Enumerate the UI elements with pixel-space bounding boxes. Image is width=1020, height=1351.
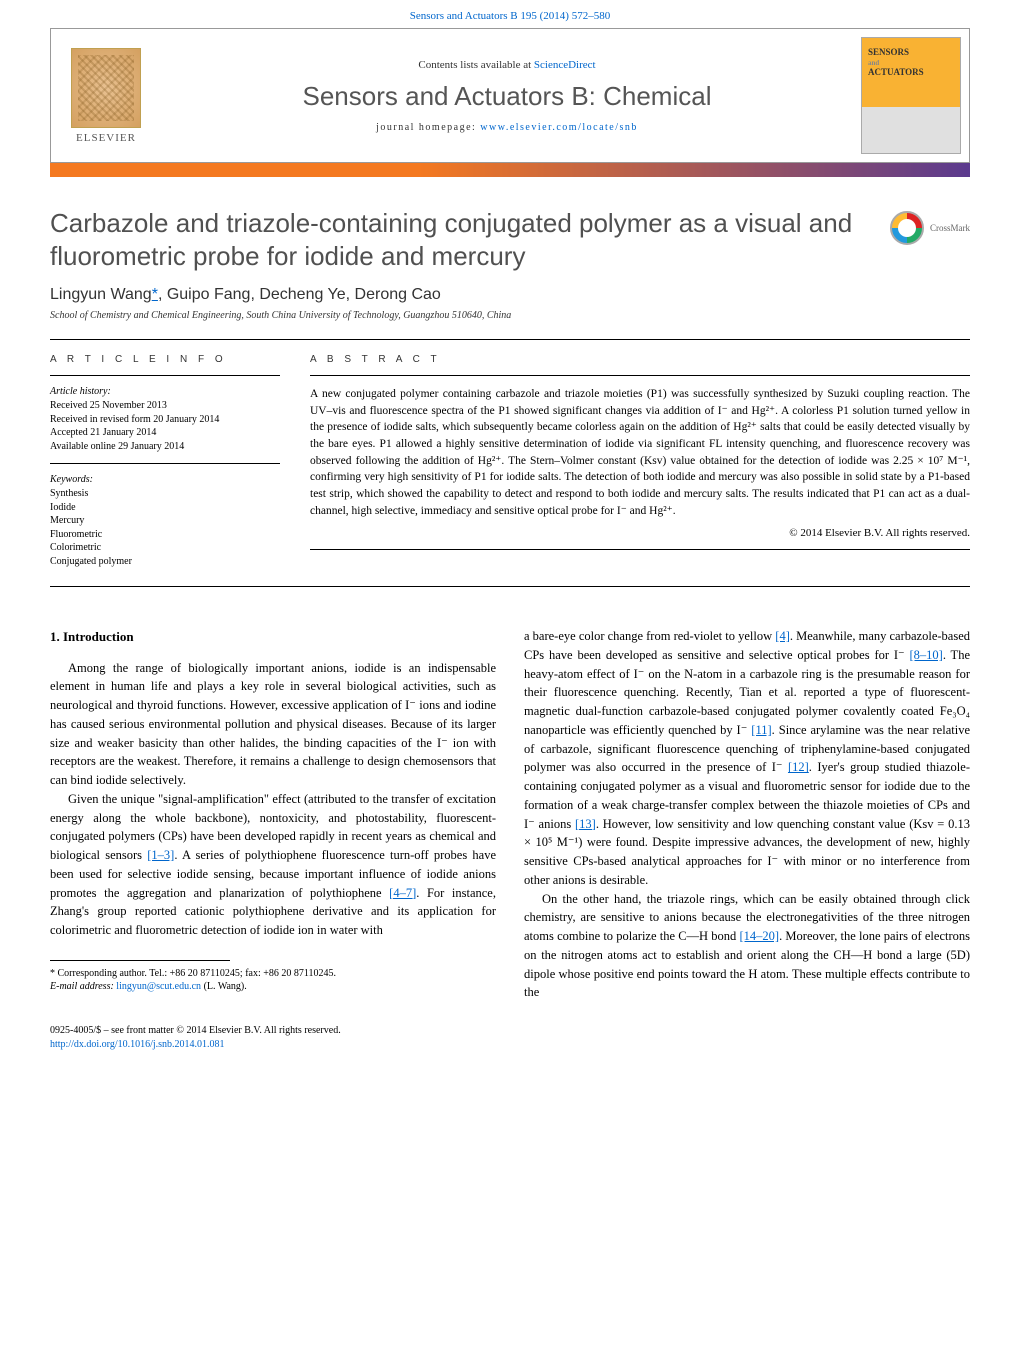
- info-abstract-row: A R T I C L E I N F O Article history: R…: [50, 340, 970, 568]
- abstract-copyright: © 2014 Elsevier B.V. All rights reserved…: [310, 527, 970, 539]
- sciencedirect-link[interactable]: ScienceDirect: [534, 59, 596, 71]
- keyword: Conjugated polymer: [50, 555, 280, 569]
- citation-link[interactable]: Sensors and Actuators B 195 (2014) 572–5…: [410, 10, 610, 22]
- article-info-heading: A R T I C L E I N F O: [50, 354, 280, 365]
- keyword: Fluorometric: [50, 528, 280, 542]
- info-divider: [50, 463, 280, 464]
- history-label: Article history:: [50, 386, 280, 397]
- sep: ,: [158, 286, 167, 303]
- ref-link[interactable]: [1–3]: [147, 848, 174, 862]
- ref-link[interactable]: [4–7]: [389, 886, 416, 900]
- footnote-divider: [50, 960, 230, 961]
- accepted-date: Accepted 21 January 2014: [50, 426, 280, 440]
- authors-line: Lingyun Wang*, Guipo Fang, Decheng Ye, D…: [50, 286, 970, 304]
- corresponding-author: * Corresponding author. Tel.: +86 20 871…: [50, 967, 496, 981]
- online-date: Available online 29 January 2014: [50, 440, 280, 454]
- keyword: Iodide: [50, 501, 280, 515]
- section-heading: 1. Introduction: [50, 627, 496, 647]
- revised-date: Received in revised form 20 January 2014: [50, 413, 280, 427]
- text: a bare-eye color change from red-violet …: [524, 629, 775, 643]
- homepage-link[interactable]: www.elsevier.com/locate/snb: [480, 122, 638, 133]
- cover-and: and: [868, 59, 879, 67]
- author-4: Derong Cao: [355, 286, 441, 303]
- section-number: 1.: [50, 629, 60, 644]
- body-columns: 1. Introduction Among the range of biolo…: [50, 627, 970, 1002]
- abstract-heading: A B S T R A C T: [310, 354, 970, 365]
- crossmark-label: CrossMark: [930, 223, 970, 233]
- email-line: E-mail address: lingyun@scut.edu.cn (L. …: [50, 980, 496, 994]
- journal-header: ELSEVIER Contents lists available at Sci…: [50, 28, 970, 163]
- top-citation-bar: Sensors and Actuators B 195 (2014) 572–5…: [0, 0, 1020, 28]
- abstract-text: A new conjugated polymer containing carb…: [310, 386, 970, 519]
- contents-line: Contents lists available at ScienceDirec…: [418, 59, 595, 71]
- cover-title-1: SENSORS: [868, 47, 909, 57]
- author-2: Guipo Fang: [167, 286, 251, 303]
- footnote: * Corresponding author. Tel.: +86 20 871…: [50, 967, 496, 994]
- author-3: Decheng Ye: [259, 286, 345, 303]
- paragraph: Among the range of biologically importan…: [50, 659, 496, 790]
- elsevier-tree-icon: [71, 48, 141, 128]
- orange-divider-bar: [50, 163, 970, 177]
- elsevier-text: ELSEVIER: [76, 132, 136, 144]
- keyword: Colorimetric: [50, 541, 280, 555]
- ref-link[interactable]: [12]: [788, 760, 809, 774]
- homepage-line: journal homepage: www.elsevier.com/locat…: [376, 122, 638, 133]
- keyword: Mercury: [50, 514, 280, 528]
- abstract-divider: [310, 549, 970, 550]
- author-1: Lingyun Wang: [50, 286, 152, 303]
- elsevier-logo: ELSEVIER: [51, 29, 161, 162]
- cover-title: SENSORS and ACTUATORS: [868, 48, 924, 78]
- column-left: 1. Introduction Among the range of biolo…: [50, 627, 496, 1002]
- received-date: Received 25 November 2013: [50, 399, 280, 413]
- doi-link[interactable]: http://dx.doi.org/10.1016/j.snb.2014.01.…: [50, 1039, 225, 1050]
- divider: [50, 586, 970, 587]
- crossmark-icon: [890, 211, 924, 245]
- ref-link[interactable]: [4]: [775, 629, 790, 643]
- title-section: CrossMark Carbazole and triazole-contain…: [50, 207, 970, 272]
- bottom-matter: 0925-4005/$ – see front matter © 2014 El…: [50, 1024, 970, 1051]
- abstract-divider: [310, 375, 970, 376]
- journal-cover: SENSORS and ACTUATORS: [861, 37, 961, 154]
- affiliation: School of Chemistry and Chemical Enginee…: [50, 310, 970, 321]
- homepage-prefix: journal homepage:: [376, 122, 480, 133]
- ref-link[interactable]: [11]: [751, 723, 771, 737]
- column-right: a bare-eye color change from red-violet …: [524, 627, 970, 1002]
- cover-title-2: ACTUATORS: [868, 67, 924, 77]
- contents-prefix: Contents lists available at: [418, 59, 533, 71]
- article-info: A R T I C L E I N F O Article history: R…: [50, 340, 280, 568]
- section-title: Introduction: [63, 629, 134, 644]
- email-link[interactable]: lingyun@scut.edu.cn: [116, 981, 201, 992]
- article-title: Carbazole and triazole-containing conjug…: [50, 207, 870, 272]
- keyword: Synthesis: [50, 487, 280, 501]
- paragraph: Given the unique "signal-amplification" …: [50, 790, 496, 940]
- ref-link[interactable]: [13]: [575, 817, 596, 831]
- paragraph: a bare-eye color change from red-violet …: [524, 627, 970, 890]
- sep: ,: [250, 286, 259, 303]
- issn-line: 0925-4005/$ – see front matter © 2014 El…: [50, 1024, 970, 1038]
- journal-name: Sensors and Actuators B: Chemical: [303, 81, 712, 112]
- info-divider: [50, 375, 280, 376]
- abstract-column: A B S T R A C T A new conjugated polymer…: [310, 340, 970, 568]
- crossmark-badge[interactable]: CrossMark: [890, 211, 970, 245]
- email-suffix: (L. Wang).: [201, 981, 247, 992]
- ref-link[interactable]: [8–10]: [909, 648, 942, 662]
- header-center: Contents lists available at ScienceDirec…: [161, 29, 853, 162]
- keywords-label: Keywords:: [50, 474, 280, 485]
- sep: ,: [346, 286, 355, 303]
- email-label: E-mail address:: [50, 981, 116, 992]
- paragraph: On the other hand, the triazole rings, w…: [524, 890, 970, 1003]
- ref-link[interactable]: [14–20]: [740, 929, 780, 943]
